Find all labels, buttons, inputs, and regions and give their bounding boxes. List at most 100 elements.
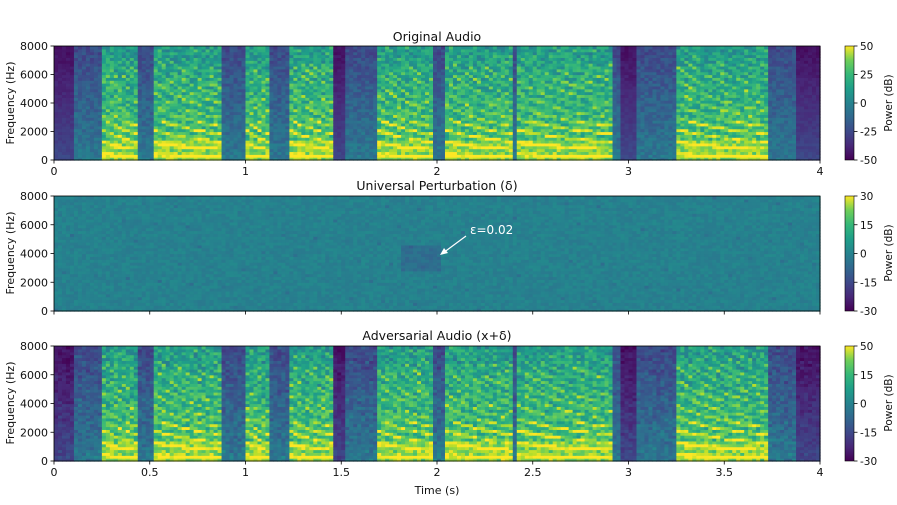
spectrogram-cell [317,88,322,93]
spectrogram-cell [137,103,143,107]
spectrogram-cell [285,97,290,101]
spectrogram-cell [213,131,219,135]
spectrogram-cell [409,57,414,61]
spectrogram-cell [73,148,79,153]
spectrogram-cell [345,145,350,150]
spectrogram-cell [409,134,414,138]
spectrogram-cell [397,140,402,144]
spectrogram-cell [225,71,231,76]
spectrogram-cell [397,46,402,50]
spectrogram-cell [97,148,103,153]
spectrogram-cell [217,148,223,153]
spectrogram-cell [209,60,215,64]
spectrogram-cell [105,151,111,155]
spectrogram-cell [353,68,358,73]
spectrogram-cell [81,48,87,53]
spectrogram-cell [245,134,251,138]
spectrogram-cell [337,85,342,90]
spectrogram-cell [165,134,171,138]
spectrogram-cell [385,94,390,98]
spectrogram-cell [57,63,63,67]
spectrogram-cell [149,120,155,124]
spectrogram-cell [169,94,175,98]
spectrogram-cell [417,60,422,64]
spectrogram-cell [241,137,247,141]
spectrogram-cell [281,71,286,76]
spectrogram-cell [421,57,426,61]
spectrogram-cell [93,137,99,141]
spectrogram-cell [265,125,271,130]
spectrogram-cell [149,57,155,61]
spectrogram-cell [61,128,67,133]
spectrogram-cell [105,65,111,70]
spectrogram-cell [425,157,430,161]
spectrogram-cell [145,134,151,138]
spectrogram-cell [77,128,83,133]
spectrogram-cell [333,46,338,50]
spectrogram-cell [345,103,350,107]
spectrogram-cell [197,60,203,64]
spectrogram-cell [317,134,322,138]
spectrogram-cell [353,142,358,147]
spectrogram-cell [197,145,203,150]
spectrogram-cell [177,94,183,98]
spectrogram-cell [325,74,330,78]
spectrogram-cell [357,91,362,96]
spectrogram-cell [285,65,290,70]
spectrogram-cell [277,111,283,115]
spectrogram-cell [269,103,275,107]
spectrogram-cell [401,100,406,104]
spectrogram-cell [177,103,183,107]
spectrogram-cell [361,108,366,113]
spectrogram-cell [237,80,243,84]
spectrogram-cell [117,57,123,61]
spectrogram-cell [385,111,390,115]
spectrogram-cell [329,100,334,104]
spectrogram-cell [73,151,79,155]
spectrogram-cell [165,148,171,153]
spectrogram-cell [125,60,131,64]
spectrogram-cell [413,60,418,64]
spectrogram-cell [393,97,398,101]
spectrogram-cell [329,54,334,58]
spectrogram-cell [249,137,255,141]
spectrogram-cell [265,94,271,98]
spectrogram-cell [365,157,370,161]
spectrogram-cell [241,151,247,155]
spectrogram-cell [105,63,111,67]
spectrogram-cell [369,128,374,133]
spectrogram-cell [173,91,179,96]
spectrogram-cell [89,103,95,107]
spectrogram-cell [133,122,139,127]
spectrogram-cell [397,134,402,138]
spectrogram-cell [349,80,354,84]
spectrogram-cell [81,111,87,115]
spectrogram-cell [409,128,414,133]
spectrogram-cell [141,103,147,107]
spectrogram-cell [133,97,139,101]
spectrogram-cell [165,157,171,161]
spectrogram-cell [401,154,406,158]
spectrogram-cell [97,134,103,138]
spectrogram-cell [393,83,398,87]
spectrogram-cell [249,154,255,158]
spectrogram-cell [317,120,322,124]
spectrogram-cell [285,91,290,96]
spectrogram-cell [161,148,167,153]
spectrogram-cell [349,148,354,153]
spectrogram-cell [169,125,175,130]
spectrogram-cell [205,63,211,67]
spectrogram-cell [209,74,215,78]
spectrogram-cell [149,111,155,115]
spectrogram-cell [448,46,454,50]
spectrogram-cell [373,97,378,101]
spectrogram-cell [425,134,430,138]
spectrogram-cell [141,97,147,101]
spectrogram-cell [113,157,119,161]
spectrogram-cell [337,154,342,158]
spectrogram-cell [325,114,330,118]
spectrogram-cell [209,54,215,58]
spectrogram-cell [185,105,191,110]
spectrogram-cell [177,148,183,153]
spectrogram-cell [233,103,239,107]
